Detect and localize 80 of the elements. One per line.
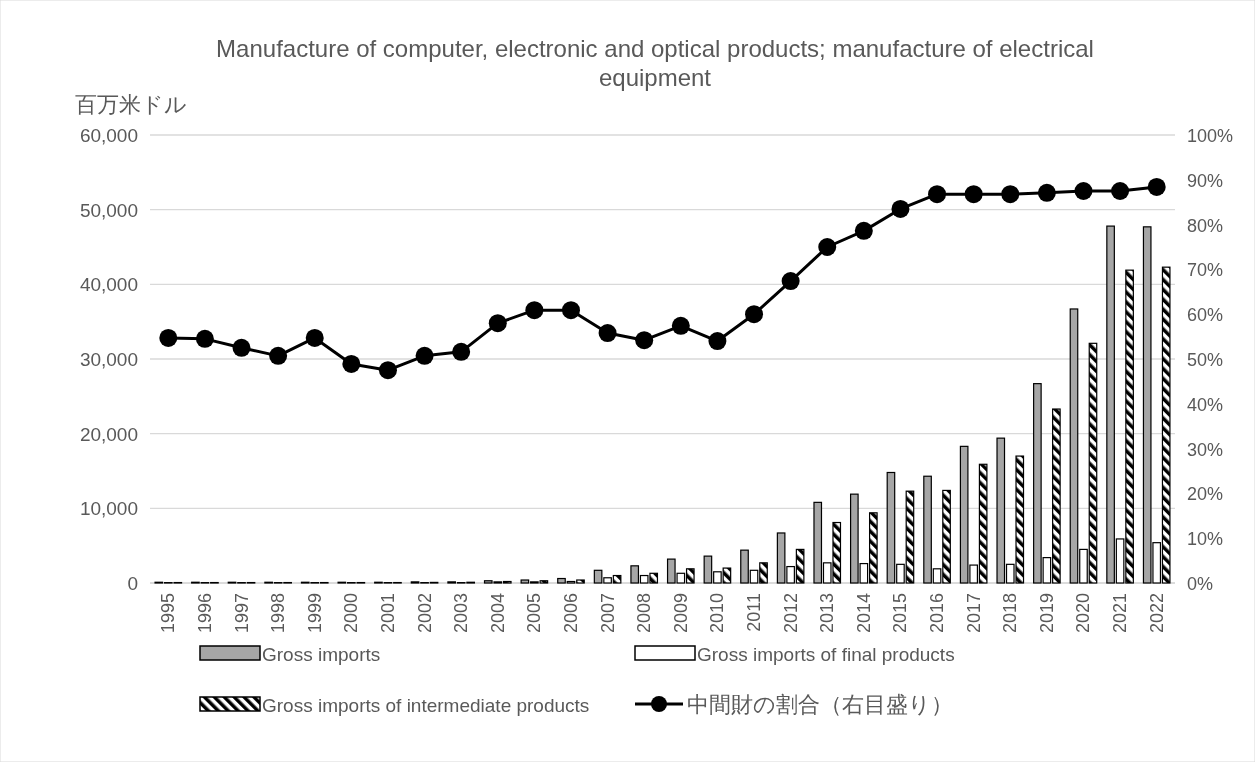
x-tick-label: 1995 [158, 593, 179, 634]
x-tick-label: 1996 [194, 593, 215, 634]
y-axis-title: 百万米ドル [75, 92, 187, 117]
x-tick-label: 2004 [487, 593, 508, 634]
x-tick-label: 1997 [231, 593, 252, 634]
point [1147, 177, 1166, 196]
x-tick-label: 2017 [963, 593, 984, 634]
point [561, 301, 580, 320]
y2-tick-label: 100% [1187, 126, 1234, 146]
x-tick-label: 2020 [1073, 593, 1094, 634]
point [781, 272, 800, 291]
point [342, 354, 361, 373]
point [525, 301, 544, 320]
point [928, 185, 947, 204]
x-tick-label: 2010 [707, 593, 728, 634]
x-tick-label: 2011 [744, 593, 765, 632]
x-tick-label: 2000 [341, 593, 362, 634]
legend-label: Gross imports of final products [697, 644, 955, 665]
point [195, 329, 214, 348]
point [598, 324, 617, 343]
y2-tick-label: 10% [1187, 529, 1224, 550]
x-tick-label: 2014 [853, 593, 874, 634]
y-tick-label: 60,000 [79, 125, 138, 146]
x-tick-label: 2006 [560, 593, 581, 634]
chart-title: Manufacture of computer, electronic and optical products; manufacture of electrical equipment [216, 35, 1094, 91]
point [818, 238, 837, 256]
y-tick-label: 50,000 [79, 199, 138, 221]
y2-tick-label: 20% [1187, 484, 1224, 505]
x-tick-label: 2016 [927, 593, 948, 634]
x-tick-label: 2018 [1000, 593, 1021, 634]
x-tick-label: 2019 [1036, 593, 1057, 634]
y2-tick-label: 80% [1187, 215, 1224, 236]
point [854, 221, 873, 240]
y-tick-label: 20,000 [79, 423, 138, 445]
x-tick-label: 2013 [817, 593, 838, 634]
x-tick-label: 2015 [890, 593, 911, 634]
point [635, 331, 654, 350]
x-tick-label: 2002 [414, 593, 435, 634]
y-tick-label: 30,000 [79, 349, 138, 370]
point [378, 361, 397, 380]
y2-tick-label: 70% [1187, 260, 1224, 281]
x-tick-label: 2001 [377, 593, 398, 634]
y2-tick-label: 90% [1187, 170, 1224, 191]
x-tick-label: 2005 [524, 593, 545, 634]
point [1001, 185, 1020, 204]
point [488, 314, 507, 333]
point [232, 338, 251, 357]
x-tick-label: 2007 [597, 593, 618, 634]
y2-tick-label: 60% [1187, 305, 1224, 326]
y-tick-label: 10,000 [79, 498, 138, 520]
x-tick-label: 2003 [451, 593, 472, 634]
x-tick-label: 2021 [1110, 593, 1131, 634]
x-tick-label: 1998 [268, 593, 289, 634]
point [1074, 182, 1093, 200]
point [305, 328, 324, 347]
x-tick-label: 2022 [1146, 593, 1167, 634]
y2-tick-label: 0% [1187, 574, 1214, 594]
point [745, 305, 764, 324]
x-tick-label: 1999 [304, 593, 325, 634]
x-tick-label: 2012 [780, 593, 801, 634]
point [269, 346, 288, 365]
point [159, 328, 178, 347]
legend-label: Gross imports of intermediate products [262, 695, 590, 716]
legend-label: Gross imports [262, 644, 381, 665]
point [891, 199, 910, 218]
point [671, 316, 690, 335]
point [964, 185, 983, 204]
point [1037, 183, 1056, 202]
point [1111, 182, 1130, 200]
y-tick-label: 40,000 [79, 274, 138, 296]
x-tick-label: 2008 [634, 593, 655, 634]
x-tick-label: 2009 [670, 593, 691, 634]
point [708, 332, 727, 351]
y2-tick-label: 50% [1187, 350, 1224, 370]
legend-label: 中間財の割合（右目盛り） [687, 692, 953, 717]
y2-tick-label: 40% [1187, 394, 1224, 415]
point [415, 346, 434, 365]
y2-tick-label: 30% [1187, 439, 1224, 460]
y-tick-label: 0 [127, 573, 138, 594]
point [452, 342, 471, 361]
